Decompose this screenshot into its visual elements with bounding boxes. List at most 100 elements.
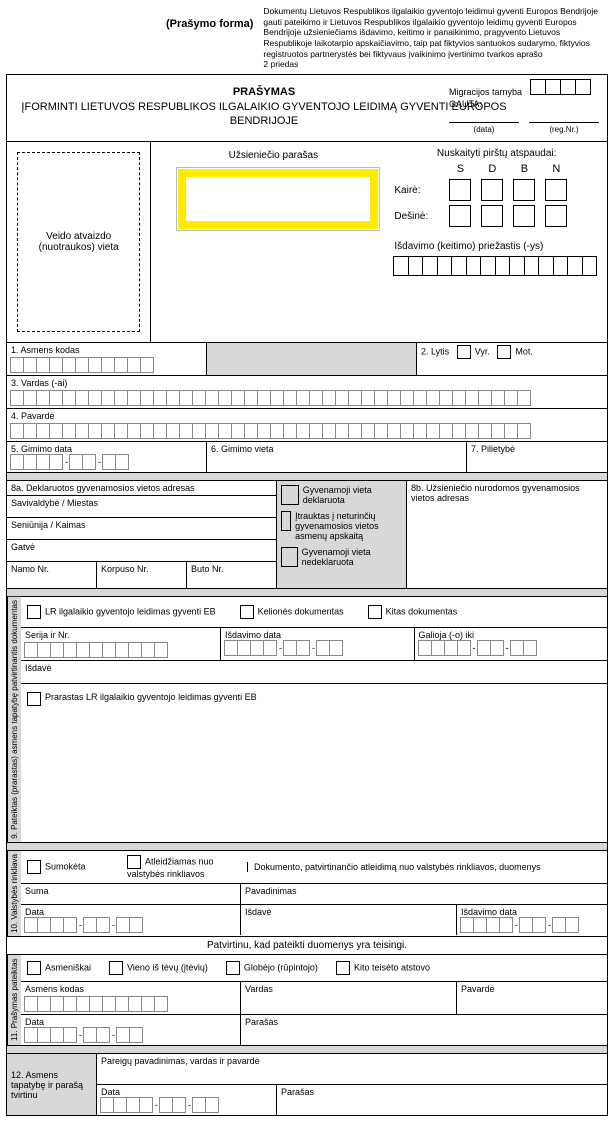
fp-box[interactable] [545,205,567,227]
s10-data-input[interactable]: -- [25,917,236,933]
s11-ak-label: Asmens kodas [25,984,236,994]
f5-input[interactable]: -- [11,454,202,470]
f1-input[interactable] [11,355,202,373]
fp-box[interactable] [449,179,471,201]
s10-exemptdoc-label: Dokumento, patvirtinančio atleidimą nuo … [254,862,541,872]
s11-pavarde-label: Pavardė [461,984,495,994]
title-line1: PRAŠYMAS [19,85,509,100]
fp-col-d: D [478,163,506,175]
s10-isdavimodata-label: Išdavimo data [461,907,603,917]
s12-data-label: Data [101,1087,272,1097]
included-label: Įtrauktas į neturinčių gyvenamosios viet… [295,511,402,541]
included-checkbox[interactable] [281,511,291,531]
s9-galioja-label: Galioja (-o) iki [419,630,604,640]
fp-col-n: N [542,163,570,175]
fp-col-b: B [510,163,538,175]
f4-input[interactable] [11,421,603,439]
fp-box[interactable] [545,179,567,201]
fp-box[interactable] [513,179,535,201]
s12-data-input[interactable]: -- [101,1097,272,1113]
s11-data-label: Data [25,1017,236,1027]
s11-vardas-label: Vardas [245,984,273,994]
s11-opt4-checkbox[interactable] [336,961,350,975]
f2-male-checkbox[interactable] [457,345,471,359]
declared-checkbox[interactable] [281,485,299,505]
s10-suma-label: Suma [25,886,49,896]
f2-label: 2. Lytis [421,347,449,357]
s11-opt2-label: Vieno iš tėvų (įtėvių) [127,962,208,972]
s9-lost-checkbox[interactable] [27,692,41,706]
s11-opt1-checkbox[interactable] [27,961,41,975]
s11-ak-input[interactable] [25,994,236,1012]
korpus-label: Korpuso Nr. [101,564,149,574]
flat-label: Buto Nr. [191,564,224,574]
f4-label: 4. Pavardė [11,411,603,421]
f7-label: 7. Pilietybė [471,444,603,454]
migration-label: Migracijos tarnyba [449,87,522,97]
s8b-label: 8b. Užsieniečio nurodomos gyvenamosios v… [411,483,580,503]
regnr-sublabel: (reg.Nr.) [529,125,599,134]
fp-box[interactable] [449,205,471,227]
signature-box[interactable] [178,169,378,229]
s9-isdavimo-label: Išdavimo data [225,630,410,640]
f3-input[interactable] [11,388,603,406]
notdeclared-label: Gyvenamoji vieta nedeklaruota [302,547,402,567]
form-tag: (Prašymo forma) [6,6,253,30]
s11-data-input[interactable]: -- [25,1027,236,1043]
f6-label: 6. Gimimo vieta [211,444,462,454]
s9-opt2-checkbox[interactable] [240,605,254,619]
s9-opt2-label: Kelionės dokumentas [258,607,344,617]
s9-serija-label: Serija ir Nr. [25,630,216,640]
signature-label: Užsieniečio parašas [193,150,353,161]
s12-pos-label: Pareigų pavadinimas, vardas ir pavardė [101,1056,260,1066]
title-line2: ĮFORMINTI LIETUVOS RESPUBLIKOS ILGALAIKI… [19,100,509,130]
street-label: Gatvė [11,542,35,552]
s9-isdave-label: Išdavė [25,663,52,673]
f2-male-label: Vyr. [475,347,490,357]
fp-box[interactable] [481,179,503,201]
s9-opt1-label: LR ilgalaikio gyventojo leidimas gyventi… [45,607,216,617]
s10-exempt-checkbox[interactable] [127,855,141,869]
confirm-text: Patvirtinu, kad pateikti duomenys yra te… [7,937,607,955]
s12-parasas-label: Parašas [281,1087,314,1097]
fp-box[interactable] [481,205,503,227]
s10-paid-checkbox[interactable] [27,860,41,874]
fp-col-s: S [446,163,474,175]
f1-label: 1. Asmens kodas [11,345,202,355]
s10-isdavimodata-input[interactable]: -- [461,917,603,933]
s9-opt3-label: Kitas dokumentas [386,607,458,617]
issue-reason-boxes[interactable] [394,256,599,276]
municipality-label: Savivaldybė / Miestas [11,498,98,508]
regnr-line[interactable] [529,111,599,123]
s12-title: 12. Asmens tapatybę ir parašą tvirtinu [7,1054,97,1115]
photo-placeholder: Veido atvaizdo (nuotraukos) vieta [17,152,140,332]
f2-female-label: Mot. [515,347,533,357]
s9-isdavimo-input[interactable]: -- [225,640,410,656]
s9-galioja-input[interactable]: -- [419,640,604,656]
s11-opt1-label: Asmeniškai [45,962,91,972]
s11-opt2-checkbox[interactable] [109,961,123,975]
date-line[interactable] [449,111,519,123]
house-label: Namo Nr. [11,564,49,574]
migration-boxes[interactable] [531,79,591,95]
eldership-label: Seniūnija / Kaimas [11,520,86,530]
issue-reason-label: Išdavimo (keitimo) priežastis (-ys) [394,241,599,252]
s10-data-label: Data [25,907,236,917]
s11-vtitle: 11. Prašymas pateiktas [7,955,21,1045]
fp-right-label: Dešinė: [394,211,442,222]
f2-female-checkbox[interactable] [497,345,511,359]
notdeclared-checkbox[interactable] [281,547,298,567]
s9-opt3-checkbox[interactable] [368,605,382,619]
fp-box[interactable] [513,205,535,227]
fp-left-label: Kairė: [394,185,442,196]
s8a-label: 8a. Deklaruotos gyvenamosios vietos adre… [11,483,195,493]
s9-serija-input[interactable] [25,640,216,658]
s10-pavadinimas-label: Pavadinimas [245,886,297,896]
s10-vtitle: 10. Valstybės rinkliava [7,851,21,936]
s10-isdave-label: Išdavė [245,907,272,917]
s11-opt3-checkbox[interactable] [226,961,240,975]
f5-label: 5. Gimimo data [11,444,202,454]
s10-paid-label: Sumokėta [45,861,86,871]
s9-lost-label: Prarastas LR ilgalaikio gyventojo leidim… [45,692,257,706]
s9-opt1-checkbox[interactable] [27,605,41,619]
